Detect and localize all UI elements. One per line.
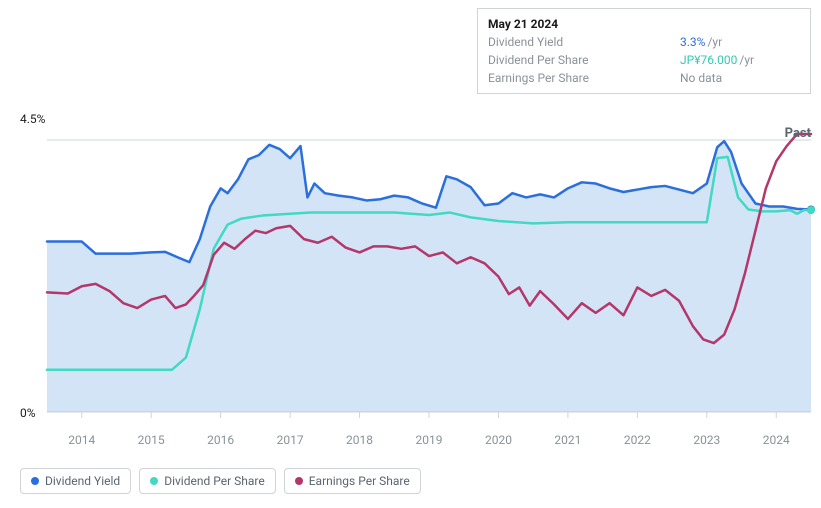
legend-swatch xyxy=(295,477,303,485)
legend-swatch xyxy=(31,477,39,485)
x-axis-label: 2024 xyxy=(763,433,790,447)
legend-item-dividend-yield[interactable]: Dividend Yield xyxy=(20,468,131,494)
chart-container: 4.5% 0% 2014 2015 2016 2017 2018 2019 2020 2021… xyxy=(0,0,821,508)
tooltip-value: No data xyxy=(680,71,800,85)
x-axis-label: 2016 xyxy=(207,433,234,447)
x-axis-label: 2019 xyxy=(416,433,443,447)
chart-legend: Dividend Yield Dividend Per Share Earnings… xyxy=(20,468,421,494)
x-axis-label: 2020 xyxy=(485,433,512,447)
x-axis-label: 2018 xyxy=(346,433,373,447)
x-axis-label: 2023 xyxy=(693,433,720,447)
legend-label: Dividend Per Share xyxy=(164,474,265,488)
x-axis-label: 2021 xyxy=(554,433,581,447)
tooltip-row-dividend-yield: Dividend Yield 3.3%/yr xyxy=(488,33,800,51)
x-axis-label: 2017 xyxy=(277,433,304,447)
tooltip-label: Dividend Yield xyxy=(488,35,680,49)
x-axis-labels: 2014 2015 2016 2017 2018 2019 2020 2021 2022 2023… xyxy=(47,433,811,453)
tooltip-label: Earnings Per Share xyxy=(488,71,680,85)
tooltip-date: May 21 2024 xyxy=(488,15,800,33)
legend-item-earnings-per-share[interactable]: Earnings Per Share xyxy=(284,468,421,494)
tooltip-value: 3.3%/yr xyxy=(680,35,800,49)
legend-label: Earnings Per Share xyxy=(309,474,410,488)
legend-item-dividend-per-share[interactable]: Dividend Per Share xyxy=(139,468,276,494)
legend-swatch xyxy=(150,477,158,485)
hover-tooltip: May 21 2024 Dividend Yield 3.3%/yr Divid… xyxy=(477,8,811,94)
x-axis-label: 2022 xyxy=(624,433,651,447)
tooltip-label: Dividend Per Share xyxy=(488,53,680,67)
past-label: Past xyxy=(785,126,811,141)
y-axis-label-min: 0% xyxy=(20,406,36,420)
tooltip-value: JP¥76.000/yr xyxy=(680,53,800,67)
legend-label: Dividend Yield xyxy=(45,474,120,488)
tooltip-row-dividend-per-share: Dividend Per Share JP¥76.000/yr xyxy=(488,51,800,69)
tooltip-row-earnings-per-share: Earnings Per Share No data xyxy=(488,69,800,87)
y-axis-label-max: 4.5% xyxy=(20,112,45,126)
x-axis-label: 2015 xyxy=(138,433,165,447)
x-axis-label: 2014 xyxy=(68,433,95,447)
